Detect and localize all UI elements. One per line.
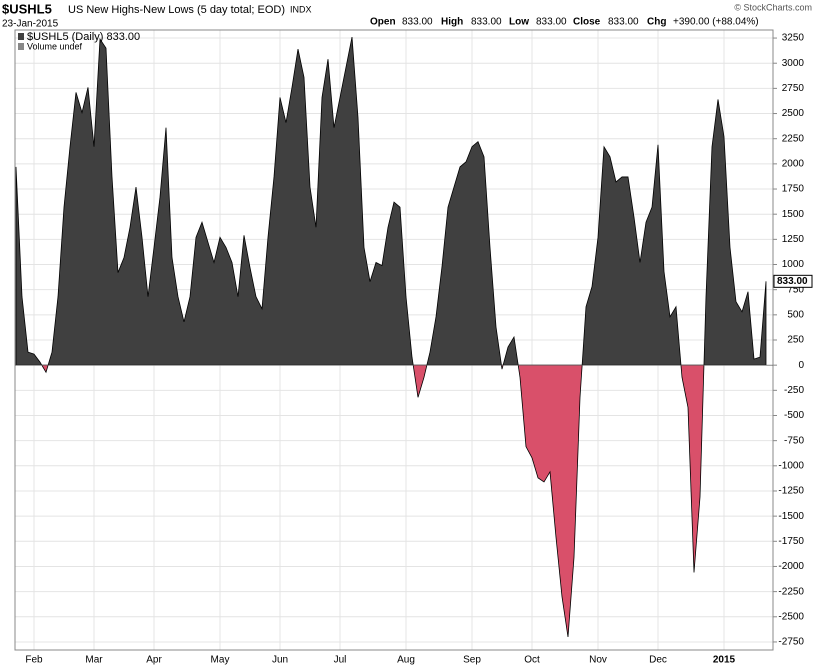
x-tick-label: May <box>211 655 230 666</box>
high: 833.00 <box>471 17 502 28</box>
x-tick-label: Jun <box>272 655 288 666</box>
x-tick-label: Aug <box>397 655 415 666</box>
legend-icon <box>18 43 24 50</box>
y-tick-label: 3000 <box>782 58 805 69</box>
x-tick-label: Nov <box>589 655 607 666</box>
x-tick-label: Mar <box>85 655 103 666</box>
open: 833.00 <box>402 17 433 28</box>
close: 833.00 <box>608 17 639 28</box>
low-label: Low <box>509 17 529 28</box>
y-tick-label: 2500 <box>782 108 805 119</box>
close-label: Close <box>573 17 601 28</box>
y-tick-label: 1750 <box>782 184 805 195</box>
y-tick-label: -750 <box>784 435 804 446</box>
area-positive <box>15 36 767 366</box>
y-tick-label: 500 <box>787 309 804 320</box>
y-tick-label: -250 <box>784 385 804 396</box>
y-tick-label: -1750 <box>778 536 804 547</box>
chg: +390.00 (+88.04%) <box>673 17 759 28</box>
area-negative <box>15 365 767 637</box>
y-tick-label: 2000 <box>782 159 805 170</box>
y-tick-label: -500 <box>784 410 804 421</box>
y-tick-label: 3250 <box>782 33 805 44</box>
x-tick-label: Feb <box>25 655 43 666</box>
y-tick-label: 750 <box>787 284 804 295</box>
x-tick-label: Sep <box>463 655 481 666</box>
open-label: Open <box>370 17 396 28</box>
y-tick-label: 1500 <box>782 209 805 220</box>
last-value-box <box>773 274 813 288</box>
y-tick-label: -2750 <box>778 637 804 648</box>
symbol-name: US New Highs-New Lows (5 day total; EOD) <box>68 4 285 16</box>
x-tick-label: Oct <box>524 655 540 666</box>
plot <box>15 36 767 637</box>
high-label: High <box>441 17 463 28</box>
low: 833.00 <box>536 17 567 28</box>
legend-entry: $USHL5 (Daily) 833.00 <box>27 31 140 43</box>
y-tick-label: 1000 <box>782 259 805 270</box>
legend-entry: Volume undef <box>27 41 83 51</box>
legend-icon <box>18 33 24 40</box>
chg-label: Chg <box>647 17 666 28</box>
credit: © StockCharts.com <box>734 2 812 12</box>
y-tick-label: -1250 <box>778 486 804 497</box>
date: 23-Jan-2015 <box>2 19 59 30</box>
last-value-label: 833.00 <box>777 276 808 287</box>
y-tick-label: 2750 <box>782 83 805 94</box>
y-tick-label: 250 <box>787 335 804 346</box>
y-tick-label: -2250 <box>778 586 804 597</box>
y-tick-label: -1500 <box>778 511 804 522</box>
x-tick-label: Jul <box>334 655 347 666</box>
y-tick-label: 0 <box>798 360 804 371</box>
y-tick-label: -1000 <box>778 460 804 471</box>
x-tick-label: 2015 <box>713 655 736 666</box>
symbol: $USHL5 <box>2 1 52 16</box>
y-tick-label: 2250 <box>782 133 805 144</box>
y-tick-label: -2500 <box>778 611 804 622</box>
y-tick-label: 1250 <box>782 234 805 245</box>
ohlc: Open 833.00 High 833.00 Low 833.00 Close… <box>370 17 759 28</box>
x-tick-label: Dec <box>649 655 667 666</box>
y-tick-label: -2000 <box>778 561 804 572</box>
x-tick-label: Apr <box>146 655 162 666</box>
exchange: INDX <box>290 4 312 14</box>
